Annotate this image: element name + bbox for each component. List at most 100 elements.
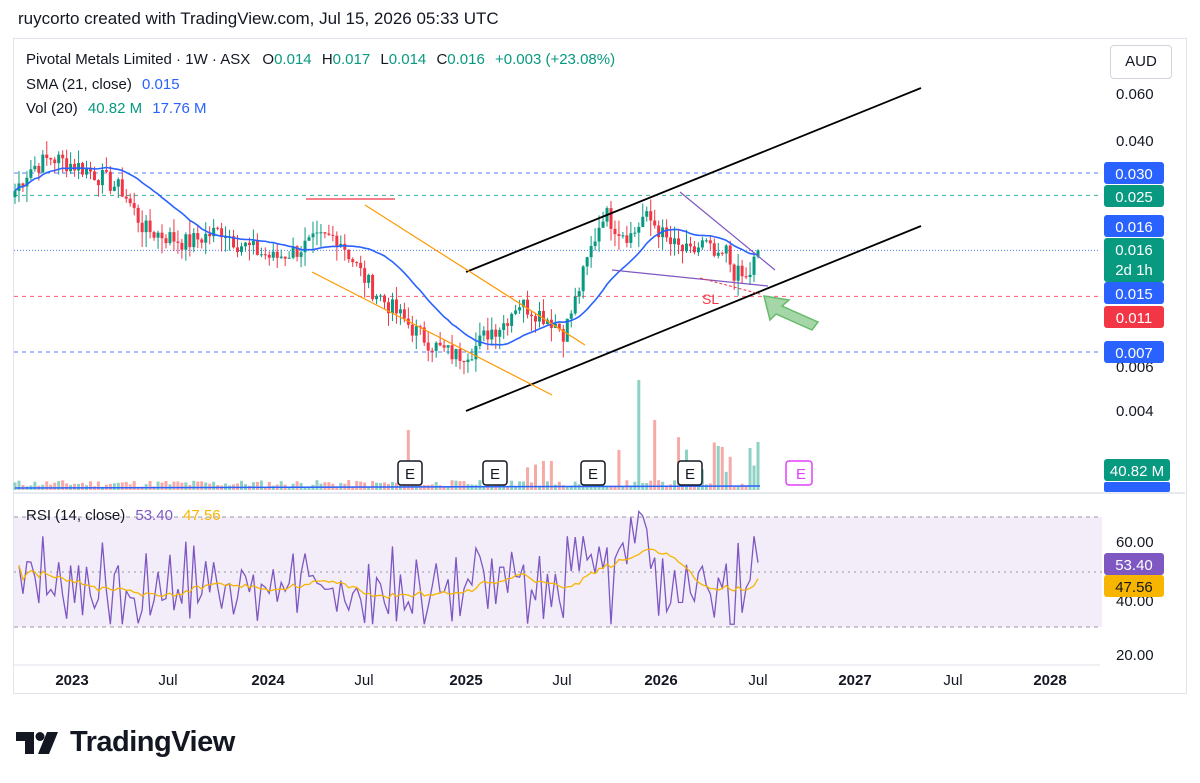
candle: [196, 225, 200, 249]
volume-bar: [732, 486, 736, 490]
currency-button[interactable]: AUD: [1110, 45, 1172, 79]
candle: [120, 167, 124, 198]
candle: [188, 220, 192, 257]
candle-body: [303, 240, 307, 253]
volume-bar: [696, 484, 700, 490]
candle: [359, 255, 363, 277]
volume-bar: [545, 481, 549, 490]
volume-label: Vol (20): [26, 100, 78, 117]
candle-body: [649, 211, 653, 221]
candle-body: [752, 256, 756, 275]
candle-body: [100, 170, 104, 186]
volume-bar: [88, 481, 92, 490]
symbol-legend[interactable]: Pivotal Metals Limited · 1W · ASX O0.014…: [26, 51, 615, 68]
volume-bar: [287, 486, 291, 490]
candle-body: [259, 254, 263, 256]
price-label-text: 0.025: [1115, 189, 1153, 206]
candle-body: [251, 241, 255, 246]
candle: [704, 238, 708, 243]
rsi-legend[interactable]: RSI (14, close) 53.40 47.56: [26, 507, 221, 524]
candle-body: [236, 247, 240, 253]
candle-body: [482, 330, 486, 336]
candle: [593, 228, 597, 251]
candle: [390, 292, 394, 322]
candle-body: [371, 274, 375, 300]
candle: [160, 224, 164, 254]
price-axis-tick-partial: 0.006: [1116, 359, 1154, 376]
candle-body: [573, 296, 577, 314]
open-value: 0.014: [274, 51, 312, 68]
candle-body: [176, 241, 180, 243]
sl-annotation: SL: [702, 291, 719, 307]
brand-name: TradingView: [70, 726, 235, 758]
candle-body: [271, 251, 275, 258]
volume-bar: [537, 485, 541, 490]
price-label-bg: [1104, 341, 1164, 363]
volume-bar: [541, 460, 545, 490]
sma-legend[interactable]: SMA (21, close) 0.015: [26, 76, 180, 93]
candle-body: [196, 233, 200, 240]
earnings-box: [482, 460, 508, 486]
candle: [65, 149, 69, 178]
candle-body: [462, 360, 466, 363]
price-label: 0.016: [1104, 215, 1164, 237]
price-label: 0.030: [1104, 162, 1164, 184]
candle-body: [474, 346, 478, 360]
candle-body: [613, 228, 617, 235]
candle: [486, 317, 490, 351]
wedge-upper-line: [679, 191, 776, 271]
candle-body: [506, 323, 510, 326]
candle-body: [92, 171, 96, 181]
volume-bar: [13, 482, 17, 490]
candle: [645, 206, 649, 222]
candle: [148, 209, 152, 239]
volume-legend[interactable]: Vol (20) 40.82 M 17.76 M: [26, 100, 206, 117]
candle-body: [414, 326, 418, 336]
candle-body: [593, 241, 597, 247]
candle: [343, 234, 347, 261]
candle: [434, 341, 438, 358]
candle-body: [112, 186, 116, 191]
candle-body: [208, 233, 212, 237]
candle-body: [295, 246, 299, 257]
candle: [232, 229, 236, 249]
volume-bar: [363, 482, 367, 490]
candle: [474, 332, 478, 372]
candle-body: [192, 233, 196, 248]
candle-body: [367, 274, 371, 283]
candle-body: [577, 291, 581, 297]
candle-body: [398, 309, 402, 314]
close-value: 0.016: [447, 51, 485, 68]
volume-bar: [688, 484, 692, 490]
candle: [220, 222, 224, 252]
candle-body: [744, 276, 748, 278]
candle-body: [104, 170, 108, 172]
candle: [180, 238, 184, 259]
candle: [454, 348, 458, 367]
candle: [355, 261, 359, 267]
candle: [255, 233, 259, 256]
sma-line: [14, 166, 759, 346]
falling-channel-upper: [364, 204, 586, 346]
volume-bar: [669, 484, 673, 490]
volume-bar: [251, 482, 255, 490]
candle: [573, 287, 577, 316]
candle-body: [684, 243, 688, 252]
candle-body: [132, 203, 136, 208]
tradingview-logo[interactable]: TradingView: [16, 726, 235, 759]
candle: [307, 234, 311, 241]
candle-body: [128, 198, 132, 204]
candle-body: [156, 232, 160, 238]
price-label-bg: [1104, 306, 1164, 328]
high-value: 0.017: [332, 51, 371, 68]
volume-value-2: 17.76 M: [152, 100, 207, 117]
price-label: 0.016 2d 1h: [1104, 238, 1164, 282]
candle-body: [665, 227, 669, 238]
candle: [613, 220, 617, 247]
volume-bar: [561, 485, 565, 490]
candle-body: [597, 227, 601, 242]
candle: [57, 151, 61, 175]
candle: [446, 345, 450, 355]
candle: [490, 317, 494, 346]
